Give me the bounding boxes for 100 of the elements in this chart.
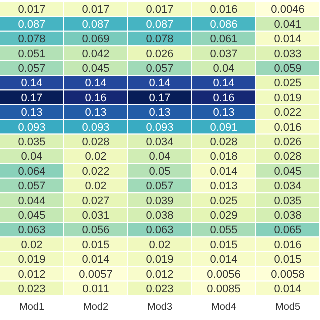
- x-tick-label: Mod2: [83, 302, 109, 313]
- data-label: 0.02: [149, 239, 171, 252]
- data-label: 0.064: [18, 166, 46, 178]
- data-label: 0.093: [146, 122, 174, 134]
- data-label: 0.078: [18, 34, 46, 46]
- data-label: 0.035: [18, 136, 46, 148]
- data-label: 0.087: [146, 18, 174, 31]
- data-label: 0.04: [213, 63, 235, 75]
- data-label: 0.038: [274, 210, 302, 222]
- data-label: 0.017: [146, 4, 174, 16]
- data-label: 0.045: [274, 166, 302, 178]
- data-label: 0.031: [82, 210, 110, 222]
- data-label: 0.063: [18, 224, 46, 237]
- data-label: 0.0046: [271, 4, 305, 16]
- data-label: 0.16: [213, 92, 235, 104]
- data-label: 0.013: [210, 180, 238, 193]
- data-label: 0.04: [21, 151, 43, 164]
- data-label: 0.014: [210, 254, 238, 266]
- data-label: 0.04: [149, 151, 171, 164]
- data-label: 0.019: [274, 92, 302, 104]
- data-label: 0.014: [274, 284, 302, 296]
- data-label: 0.015: [82, 239, 110, 252]
- data-label: 0.02: [21, 239, 43, 252]
- data-label: 0.017: [82, 4, 110, 16]
- data-label: 0.14: [149, 78, 171, 90]
- data-label: 0.045: [82, 63, 110, 75]
- data-label: 0.028: [274, 151, 302, 164]
- data-label: 0.059: [274, 63, 302, 75]
- data-label: 0.087: [18, 18, 46, 31]
- data-label: 0.14: [21, 78, 43, 90]
- data-label: 0.018: [210, 151, 238, 164]
- data-label: 0.029: [210, 210, 238, 222]
- data-label: 0.0085: [207, 284, 241, 296]
- data-label: 0.034: [274, 180, 302, 193]
- data-label: 0.086: [210, 18, 238, 31]
- data-label: 0.034: [146, 136, 174, 148]
- data-label: 0.025: [210, 195, 238, 208]
- data-label: 0.022: [82, 166, 110, 178]
- data-label: 0.057: [18, 63, 46, 75]
- data-label: 0.011: [82, 284, 110, 296]
- data-label: 0.022: [274, 107, 302, 120]
- data-label: 0.069: [82, 34, 110, 46]
- data-label: 0.045: [18, 210, 46, 222]
- data-label: 0.042: [82, 48, 110, 60]
- data-label: 0.093: [18, 122, 46, 134]
- data-label: 0.041: [274, 18, 302, 31]
- data-label: 0.035: [274, 195, 302, 208]
- data-label: 0.091: [210, 122, 238, 134]
- data-label: 0.023: [18, 284, 46, 296]
- data-label: 0.16: [85, 92, 107, 104]
- data-label: 0.13: [213, 107, 235, 120]
- data-label: 0.0056: [207, 268, 241, 281]
- data-label: 0.02: [85, 180, 107, 193]
- data-label: 0.044: [18, 195, 46, 208]
- x-tick-label: Mod1: [19, 302, 45, 313]
- data-label: 0.016: [274, 122, 302, 134]
- data-label: 0.13: [85, 107, 107, 120]
- data-label: 0.055: [210, 224, 238, 237]
- data-label: 0.0057: [79, 268, 113, 281]
- data-label: 0.028: [210, 136, 238, 148]
- data-label: 0.016: [210, 4, 238, 16]
- data-label: 0.057: [146, 180, 174, 193]
- data-label: 0.038: [146, 210, 174, 222]
- data-label: 0.065: [274, 224, 302, 237]
- x-tick-label: Mod4: [211, 302, 237, 313]
- data-label: 0.087: [82, 18, 110, 31]
- data-label: 0.02: [85, 151, 107, 164]
- data-label: 0.061: [210, 34, 238, 46]
- data-label: 0.012: [146, 268, 174, 281]
- data-label: 0.014: [82, 254, 110, 266]
- data-label: 0.028: [82, 136, 110, 148]
- data-label: 0.033: [274, 48, 302, 60]
- data-label: 0.093: [82, 122, 110, 134]
- data-label: 0.026: [274, 136, 302, 148]
- data-label: 0.015: [210, 239, 238, 252]
- data-label: 0.057: [146, 63, 174, 75]
- data-label: 0.016: [274, 239, 302, 252]
- data-label: 0.063: [146, 224, 174, 237]
- data-label: 0.014: [210, 166, 238, 178]
- data-label: 0.056: [82, 224, 110, 237]
- data-label: 0.17: [149, 92, 171, 104]
- x-tick-label: Mod5: [275, 302, 301, 313]
- data-label: 0.14: [85, 78, 107, 90]
- data-label: 0.0058: [271, 268, 305, 281]
- data-label: 0.051: [18, 48, 46, 60]
- data-label: 0.012: [18, 268, 46, 281]
- data-label: 0.039: [146, 195, 174, 208]
- x-tick-label: Mod3: [147, 302, 173, 313]
- data-label: 0.026: [146, 48, 174, 60]
- data-label: 0.13: [149, 107, 171, 120]
- data-label: 0.05: [149, 166, 171, 178]
- data-label: 0.057: [18, 180, 46, 193]
- data-label: 0.019: [18, 254, 46, 266]
- data-label: 0.037: [210, 48, 238, 60]
- data-label: 0.14: [213, 78, 235, 90]
- data-label: 0.027: [82, 195, 110, 208]
- data-label: 0.017: [18, 4, 46, 16]
- data-label: 0.17: [21, 92, 43, 104]
- data-label: 0.014: [274, 34, 302, 46]
- data-label: 0.078: [146, 34, 174, 46]
